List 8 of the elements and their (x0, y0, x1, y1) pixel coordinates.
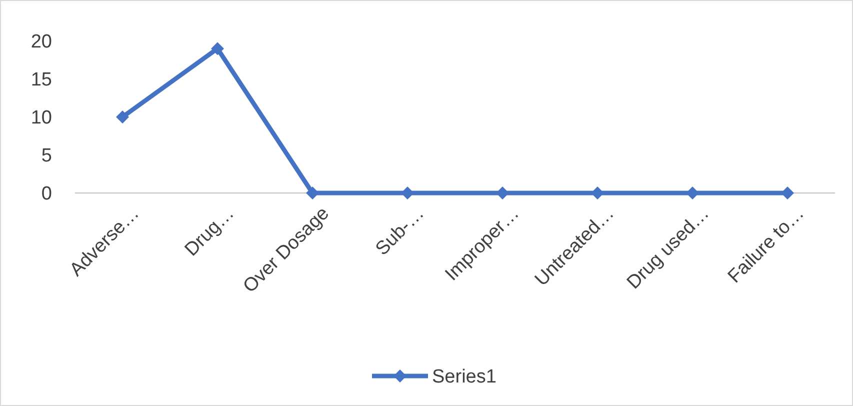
y-tick-label: 10 (30, 108, 52, 129)
y-tick-label: 5 (41, 146, 52, 167)
legend-label: Series1 (432, 366, 496, 388)
y-tick-label: 20 (30, 32, 52, 53)
y-tick-label: 15 (30, 70, 52, 91)
point (116, 110, 129, 124)
y-tick-label: 0 (41, 184, 52, 205)
point (211, 42, 224, 56)
